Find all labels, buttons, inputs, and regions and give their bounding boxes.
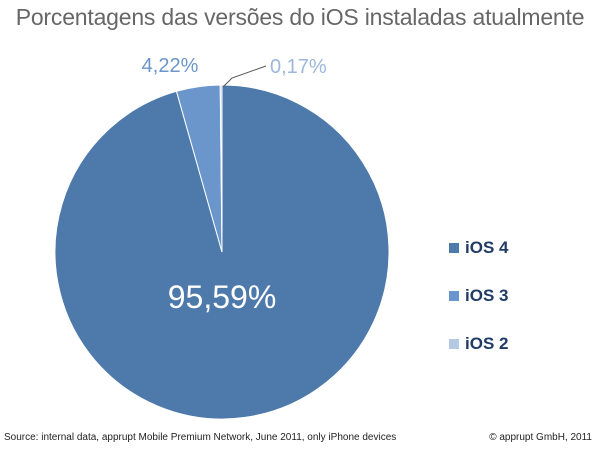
leader-line-ios2	[222, 65, 267, 88]
legend: iOS 4 iOS 3 iOS 2	[449, 236, 508, 380]
data-label-ios2: 0,17%	[270, 56, 327, 78]
data-label-ios3: 4,22%	[142, 55, 199, 77]
legend-swatch-ios3	[449, 291, 459, 301]
legend-item-ios4: iOS 4	[449, 236, 508, 260]
legend-item-ios3: iOS 3	[449, 284, 508, 308]
copyright-note: © apprupt GmbH, 2011	[489, 432, 592, 443]
pie-slice-ios2	[219, 84, 223, 253]
legend-swatch-ios2	[449, 339, 459, 349]
legend-label-ios4: iOS 4	[465, 238, 509, 257]
data-label-ios4: 95,59%	[168, 279, 277, 315]
pie-slice-ios4	[54, 84, 390, 420]
legend-label-ios3: iOS 3	[465, 286, 509, 305]
legend-label-ios2: iOS 2	[465, 334, 509, 353]
legend-item-ios2: iOS 2	[449, 332, 508, 356]
source-note: Source: internal data, apprupt Mobile Pr…	[4, 432, 397, 443]
chart-title: Porcentagens das versões do iOS instalad…	[15, 4, 585, 30]
legend-swatch-ios4	[449, 243, 459, 253]
